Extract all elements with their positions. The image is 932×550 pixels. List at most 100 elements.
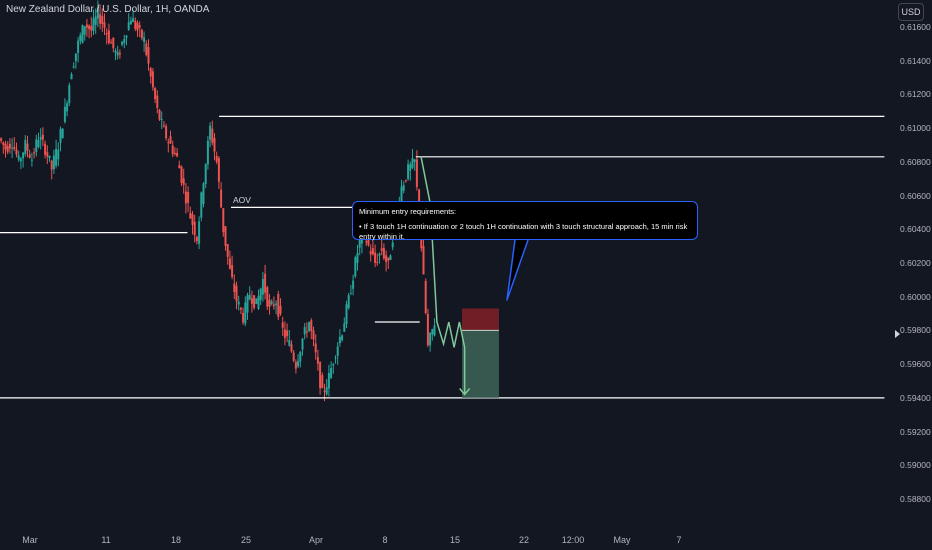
candle-up bbox=[121, 41, 124, 45]
candle-down bbox=[266, 287, 269, 307]
candle-up bbox=[74, 53, 77, 62]
candle-down bbox=[231, 265, 234, 277]
candle-up bbox=[116, 51, 119, 56]
candle-up bbox=[209, 125, 212, 140]
candle-up bbox=[202, 183, 205, 205]
candle-down bbox=[33, 152, 36, 154]
candle-down bbox=[173, 152, 176, 154]
candle-up bbox=[127, 22, 130, 30]
candle-up bbox=[248, 294, 251, 300]
candle-down bbox=[305, 331, 308, 333]
projection-path bbox=[420, 156, 466, 395]
candle-up bbox=[55, 148, 58, 166]
candle-down bbox=[253, 295, 256, 308]
candle-up bbox=[129, 20, 132, 25]
candle-up bbox=[37, 140, 40, 148]
price-tick-label: 0.60000 bbox=[900, 291, 931, 302]
candle-down bbox=[156, 95, 159, 109]
candle-down bbox=[105, 33, 108, 35]
candle-down bbox=[387, 257, 390, 261]
entry-requirements-callout[interactable]: Minimum entry requirements: • If 3 touch… bbox=[352, 201, 698, 241]
candle-up bbox=[79, 35, 82, 41]
time-tick-label: 12:00 bbox=[561, 535, 585, 545]
candle-up bbox=[160, 119, 163, 121]
candle-down bbox=[264, 273, 267, 293]
candle-up bbox=[343, 323, 346, 332]
candle-up bbox=[389, 255, 392, 260]
candle-up bbox=[413, 159, 416, 162]
candle-up bbox=[81, 25, 84, 43]
candle-down bbox=[191, 214, 194, 225]
candle-down bbox=[171, 145, 174, 155]
time-tick-label: 7 bbox=[676, 535, 682, 545]
candle-up bbox=[325, 387, 328, 395]
candle-down bbox=[376, 262, 379, 264]
candle-down bbox=[279, 305, 282, 314]
candle-up bbox=[246, 295, 249, 313]
candle-up bbox=[52, 155, 55, 170]
candle-up bbox=[72, 66, 75, 68]
candle-down bbox=[250, 298, 253, 304]
candle-down bbox=[154, 88, 157, 100]
candle-up bbox=[336, 346, 339, 356]
price-tick-label: 0.60800 bbox=[900, 156, 931, 167]
candle-down bbox=[176, 152, 179, 157]
candle-up bbox=[206, 140, 209, 165]
candle-up bbox=[334, 357, 337, 359]
candle-down bbox=[380, 248, 383, 251]
currency-selector-button[interactable]: USD bbox=[898, 3, 924, 21]
candle-down bbox=[85, 24, 88, 28]
candle-up bbox=[288, 340, 291, 346]
candle-up bbox=[259, 288, 262, 301]
candle-up bbox=[94, 16, 97, 25]
candle-up bbox=[70, 74, 73, 80]
candle-up bbox=[48, 155, 51, 159]
candle-up bbox=[114, 50, 117, 53]
candle-up bbox=[378, 253, 381, 256]
time-tick-label: 15 bbox=[449, 535, 461, 545]
time-tick-label: May bbox=[613, 535, 631, 545]
candle-up bbox=[77, 40, 80, 53]
candle-up bbox=[308, 322, 311, 332]
candle-up bbox=[332, 364, 335, 366]
price-tick-label: 0.59600 bbox=[900, 359, 931, 370]
candle-down bbox=[140, 29, 143, 39]
candle-down bbox=[158, 109, 161, 120]
candle-up bbox=[57, 149, 60, 160]
candle-up bbox=[257, 295, 260, 309]
candle-down bbox=[268, 300, 271, 307]
candle-up bbox=[61, 128, 64, 139]
candle-down bbox=[292, 352, 295, 361]
candle-up bbox=[24, 139, 27, 155]
candle-up bbox=[433, 325, 436, 336]
candle-up bbox=[391, 242, 394, 248]
candle-down bbox=[314, 343, 317, 353]
candle-down bbox=[136, 22, 139, 31]
candle-down bbox=[6, 146, 9, 152]
candle-down bbox=[15, 149, 18, 155]
candle-down bbox=[112, 37, 115, 49]
candle-down bbox=[371, 248, 374, 255]
callout-title: Minimum entry requirements: bbox=[359, 207, 457, 216]
candle-up bbox=[83, 26, 86, 35]
candle-down bbox=[319, 362, 322, 389]
candle-up bbox=[30, 159, 33, 161]
price-tick-label: 0.60200 bbox=[900, 258, 931, 268]
callout-body: • If 3 touch 1H continuation or 2 touch … bbox=[359, 222, 688, 241]
candle-down bbox=[312, 330, 315, 340]
candle-down bbox=[178, 165, 181, 169]
candle-up bbox=[123, 38, 126, 43]
candle-down bbox=[110, 42, 113, 44]
candle-up bbox=[352, 280, 355, 289]
candle-up bbox=[11, 147, 14, 149]
price-tick-label: 0.61200 bbox=[900, 89, 931, 100]
time-tick-label: 25 bbox=[240, 535, 252, 545]
candle-down bbox=[4, 143, 7, 150]
candle-up bbox=[431, 329, 434, 335]
candle-up bbox=[349, 293, 352, 295]
candle-up bbox=[198, 221, 201, 244]
candle-up bbox=[39, 136, 42, 140]
candle-down bbox=[290, 344, 293, 352]
candle-down bbox=[165, 126, 168, 139]
